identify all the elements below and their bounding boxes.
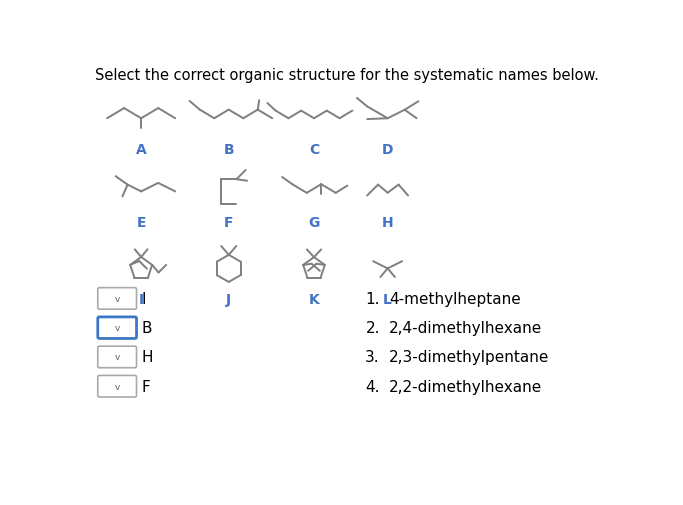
Text: A: A [136,143,147,157]
Text: v: v [115,294,120,304]
Text: 2,3-dimethylpentane: 2,3-dimethylpentane [389,350,550,365]
Text: 3.: 3. [365,350,380,365]
Text: 4.: 4. [365,379,380,394]
Text: C: C [309,143,319,157]
FancyBboxPatch shape [98,317,137,339]
Text: F: F [224,216,234,230]
Text: H: H [382,216,393,230]
Text: 2,2-dimethylhexane: 2,2-dimethylhexane [389,379,542,394]
Text: F: F [141,379,150,394]
Text: B: B [141,321,152,335]
Text: Select the correct organic structure for the systematic names below.: Select the correct organic structure for… [95,68,598,83]
Text: v: v [115,382,120,391]
Text: B: B [223,143,234,157]
Text: E: E [137,216,146,230]
Text: K: K [309,292,320,307]
FancyBboxPatch shape [98,346,137,368]
Text: 2.: 2. [365,321,380,335]
Text: D: D [382,143,393,157]
Text: J: J [226,292,232,307]
Text: v: v [115,324,120,332]
Text: I: I [139,292,143,307]
FancyBboxPatch shape [98,288,137,310]
FancyBboxPatch shape [98,376,137,397]
Text: G: G [308,216,320,230]
Text: I: I [141,291,145,307]
Text: 4-methylheptane: 4-methylheptane [389,291,521,307]
Text: 2,4-dimethylhexane: 2,4-dimethylhexane [389,321,542,335]
Text: v: v [115,352,120,362]
Text: L: L [383,292,392,307]
Text: H: H [141,350,153,365]
Text: 1.: 1. [365,291,380,307]
